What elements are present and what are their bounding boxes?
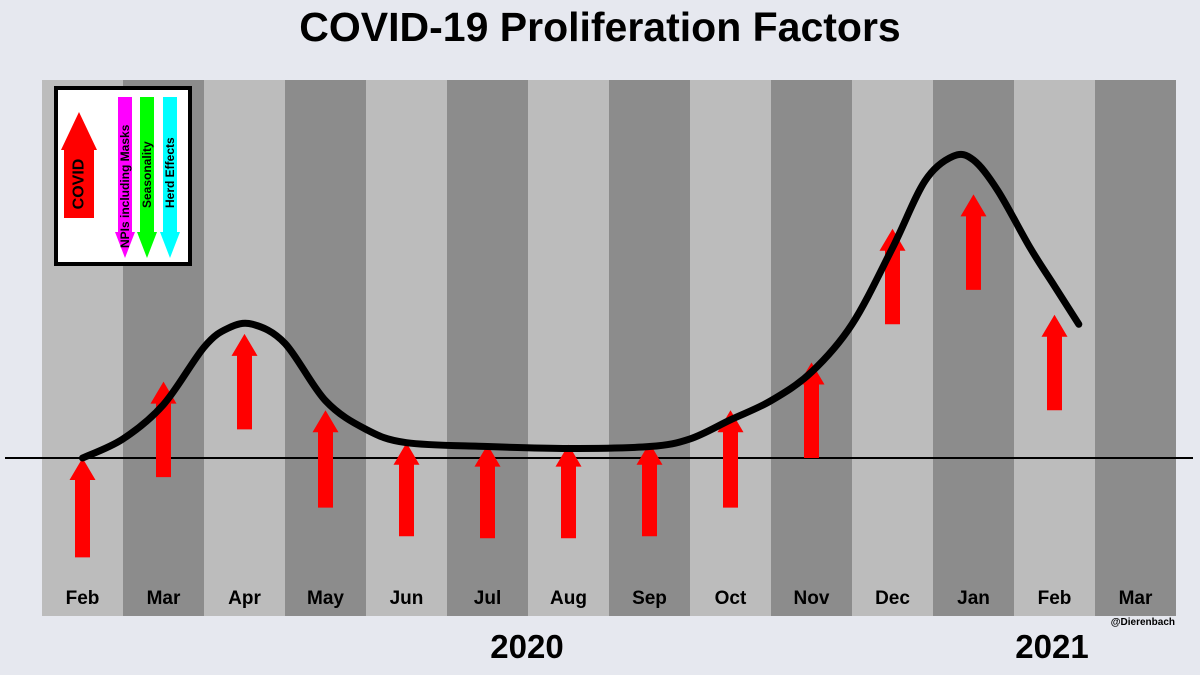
month-band — [771, 80, 852, 616]
month-label: Feb — [1038, 588, 1072, 609]
month-label: May — [307, 588, 344, 609]
chart-title: COVID-19 Proliferation Factors — [299, 4, 901, 50]
legend-label-herd-effects: Herd Effects — [163, 137, 177, 208]
month-band — [690, 80, 771, 616]
month-bands — [42, 80, 1176, 616]
month-band — [285, 80, 366, 616]
month-labels: Feb Mar Apr May Jun Jul Aug Sep Oct Nov Dec Jan Feb M… — [66, 588, 1153, 609]
month-label: Jun — [390, 588, 424, 609]
month-label: Jan — [957, 588, 990, 609]
arrow-oct — [717, 410, 744, 508]
arrow-mar — [150, 381, 177, 478]
year-label-2020: 2020 — [490, 628, 563, 665]
legend-label-covid: COVID — [71, 159, 88, 210]
month-label: Mar — [147, 588, 181, 609]
month-label: Sep — [632, 588, 667, 609]
arrow-jun — [393, 442, 420, 537]
arrow-nov — [798, 362, 825, 458]
legend-arrow-seasonality — [137, 97, 157, 258]
arrow-feb — [69, 458, 96, 558]
arrow-aug — [555, 444, 582, 539]
month-label: Dec — [875, 588, 910, 609]
month-band — [852, 80, 933, 616]
legend-label-npis-including-masks: NPIs including Masks — [118, 124, 132, 248]
month-label: Oct — [715, 588, 747, 609]
arrow-apr — [231, 333, 258, 430]
month-label: Nov — [794, 588, 830, 609]
arrow-may — [312, 410, 339, 508]
legend: COVID NPIs including Masks Seasonality Herd… — [54, 86, 192, 266]
legend-label-seasonality: Seasonality — [140, 141, 154, 208]
credit-label: @Dierenbach — [1111, 617, 1175, 628]
arrow-dec — [879, 228, 906, 325]
covid-curve — [79, 150, 1083, 462]
legend-covid-arrow — [61, 112, 97, 218]
arrow-sep — [636, 442, 663, 537]
monthly-arrows — [69, 194, 1068, 558]
arrow-feb — [1041, 314, 1068, 411]
legend-arrow-npis-including-masks — [115, 97, 135, 258]
month-label: Mar — [1119, 588, 1153, 609]
month-label: Feb — [66, 588, 100, 609]
month-band — [1095, 80, 1176, 616]
month-label: Aug — [550, 588, 587, 609]
month-band — [933, 80, 1014, 616]
year-label-2021: 2021 — [1015, 628, 1088, 665]
arrow-jul — [474, 444, 501, 539]
month-label: Apr — [228, 588, 261, 609]
arrow-jan — [960, 194, 987, 290]
month-label: Jul — [474, 588, 501, 609]
legend-arrow-herd-effects — [160, 97, 180, 258]
